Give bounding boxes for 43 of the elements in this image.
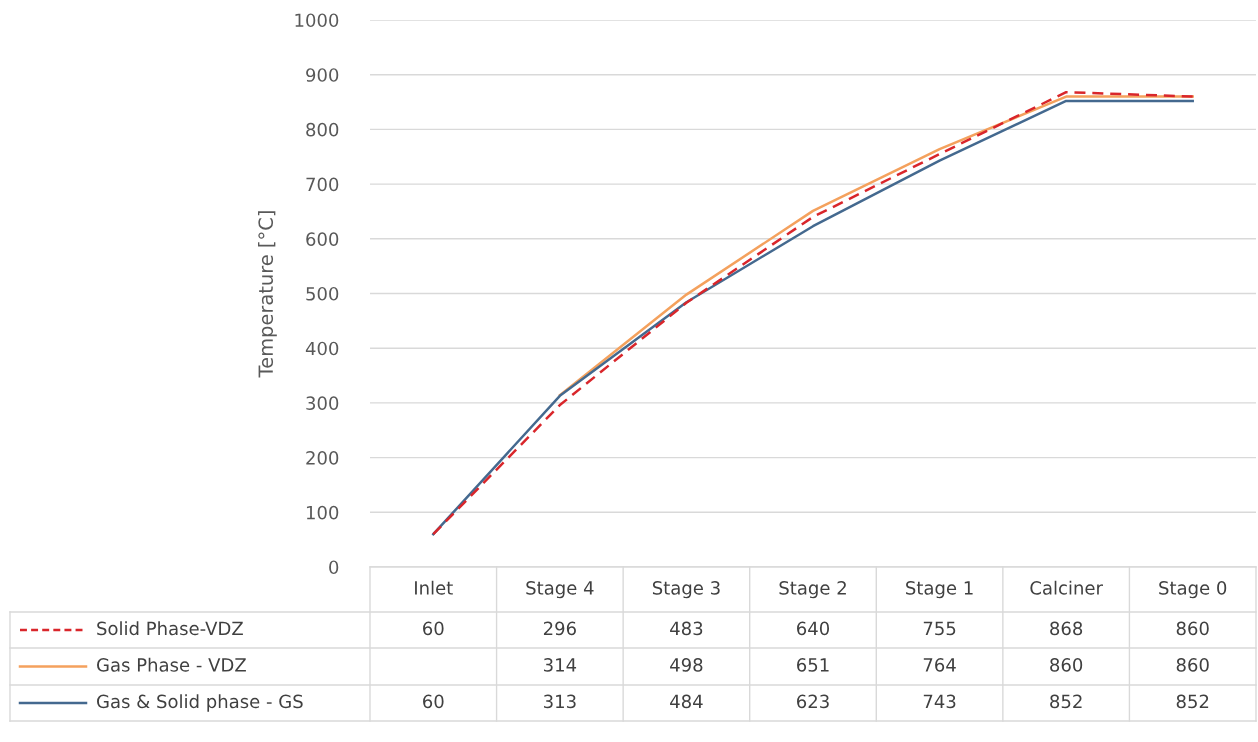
data-label: 755 bbox=[923, 621, 956, 636]
data-label: 623 bbox=[797, 694, 829, 709]
data-label: 743 bbox=[923, 694, 956, 709]
data-label: 852 bbox=[1050, 694, 1082, 709]
data-label: 60 bbox=[423, 621, 444, 636]
x-tick-label: Calciner bbox=[1030, 580, 1103, 595]
y-tick-label: 600 bbox=[306, 232, 339, 246]
y-tick-label: 100 bbox=[306, 505, 339, 520]
line-series bbox=[558, 95, 1194, 397]
x-tick-label: Stage 1 bbox=[906, 581, 973, 599]
legend-label: Gas & Solid phase - GS bbox=[97, 694, 303, 712]
y-tick-label: 400 bbox=[305, 341, 339, 356]
legend-label: Solid Phase-VDZ bbox=[97, 621, 243, 636]
y-tick-label: 0 bbox=[329, 560, 339, 575]
x-tick-label: Stage 2 bbox=[779, 581, 846, 599]
data-label: 313 bbox=[544, 694, 576, 709]
data-label: 852 bbox=[1176, 694, 1209, 709]
legend-label: Gas Phase - VDZ bbox=[97, 657, 246, 672]
x-tick-label: Inlet bbox=[415, 580, 453, 595]
data-label: 498 bbox=[670, 658, 703, 672]
y-tick-label: 500 bbox=[306, 286, 339, 301]
y-tick-label: 800 bbox=[306, 122, 339, 137]
data-label: 860 bbox=[1050, 658, 1083, 672]
data-label: 764 bbox=[923, 658, 956, 672]
y-tick-label: 900 bbox=[306, 68, 339, 82]
data-label: 60 bbox=[423, 694, 444, 709]
y-tick-label: 300 bbox=[306, 396, 339, 411]
y-tick-label: 200 bbox=[306, 451, 339, 465]
data-label: 296 bbox=[543, 621, 576, 636]
y-tick-label: 1000 bbox=[295, 13, 339, 28]
data-label: 640 bbox=[797, 621, 830, 636]
data-label: 860 bbox=[1176, 658, 1209, 672]
x-tick-label: Stage 3 bbox=[652, 581, 720, 599]
x-tick-label: Stage 0 bbox=[1159, 581, 1227, 599]
data-label: 314 bbox=[544, 658, 577, 672]
x-tick-label: Stage 4 bbox=[526, 581, 594, 599]
data-label: 483 bbox=[670, 621, 703, 636]
y-axis-title: Temperature [°C] bbox=[258, 211, 277, 378]
data-label: 860 bbox=[1176, 621, 1209, 636]
data-label: 484 bbox=[670, 694, 703, 709]
data-label: 651 bbox=[797, 658, 829, 672]
y-tick-label: 700 bbox=[306, 177, 339, 192]
data-label: 868 bbox=[1050, 621, 1083, 636]
